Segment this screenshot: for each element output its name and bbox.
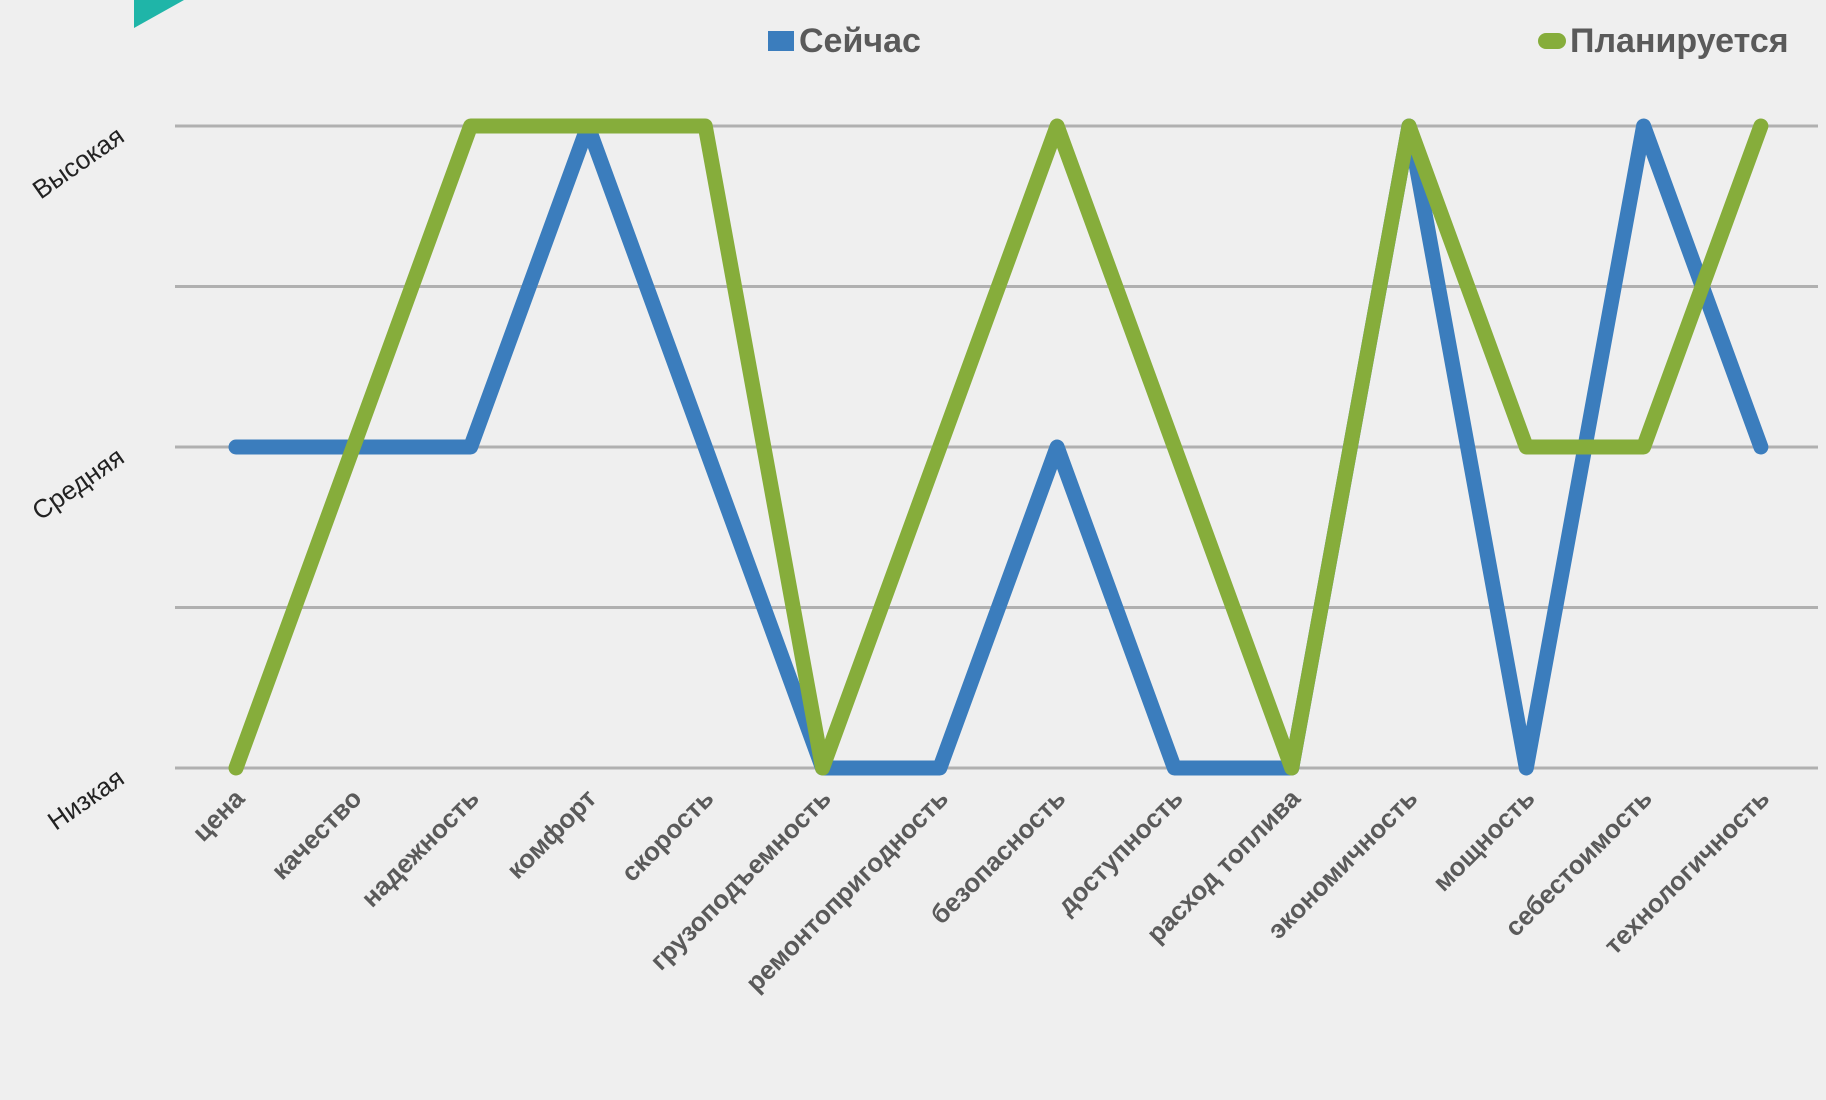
legend-swatch-planned bbox=[1538, 33, 1566, 49]
x-tick-label: скорость bbox=[615, 783, 719, 887]
corner-accent-decoration bbox=[134, 0, 184, 28]
x-tick-label: ремонтопригодность bbox=[740, 783, 954, 997]
x-tick-label: качество bbox=[265, 783, 367, 885]
y-tick-label: Средняя bbox=[26, 441, 129, 526]
x-tick-label: надежность bbox=[355, 783, 485, 913]
x-tick-label: цена bbox=[186, 783, 250, 847]
x-tick-label: мощность bbox=[1427, 783, 1541, 897]
legend-swatch-current bbox=[768, 31, 794, 51]
y-tick-label: Низкая bbox=[42, 762, 129, 836]
legend-label: Планируется bbox=[1570, 22, 1789, 60]
series-lines bbox=[228, 118, 1769, 776]
x-tick-label: комфорт bbox=[501, 783, 603, 885]
series-line-planned bbox=[228, 118, 1769, 776]
y-tick-label: Высокая bbox=[27, 120, 130, 204]
series-line-current bbox=[228, 118, 1769, 776]
legend-label: Сейчас bbox=[799, 22, 921, 60]
legend: Сейчас Планируется bbox=[768, 22, 1789, 60]
y-axis-labels: Низкая Средняя Высокая bbox=[26, 120, 129, 836]
